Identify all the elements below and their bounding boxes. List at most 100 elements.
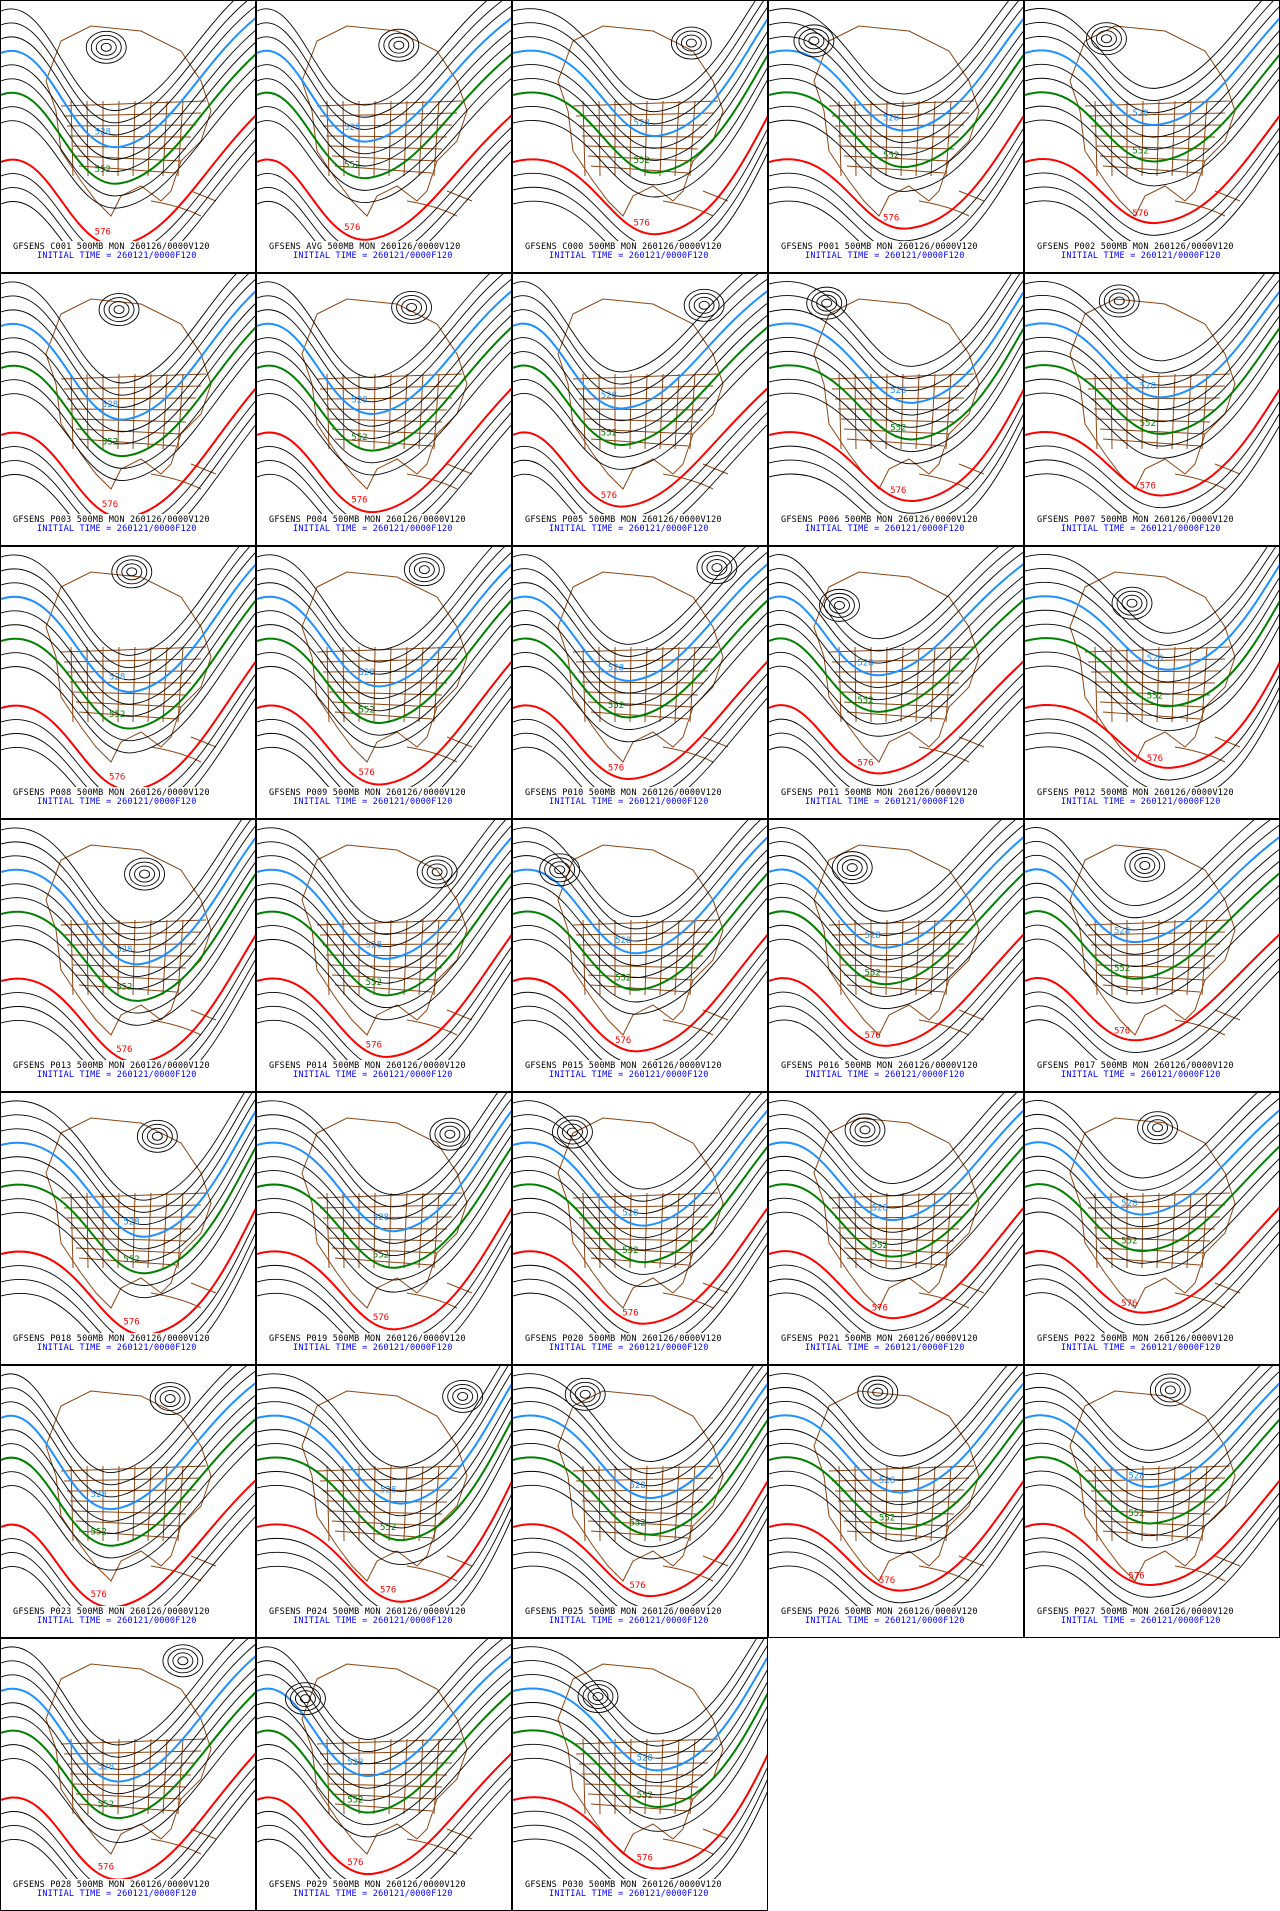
map-panel: 528 552 576 GFSENS P029 500MB MON 260126/00… [256,1638,512,1911]
height-contour [257,612,511,736]
height-contour [257,861,511,984]
closed-low-contour [1124,849,1166,882]
height-contour [1025,316,1279,422]
closed-low-contour [819,588,860,622]
contour-528 [1025,290,1279,399]
height-contour [1,6,255,136]
height-contour [1,1431,255,1559]
closed-low-contour [452,1387,474,1405]
panel-title: GFSENS P023 500MB MON 260126/0000V120 [13,1607,210,1617]
height-contour [513,697,767,787]
height-contour [1025,78,1279,187]
height-contour [513,885,767,1003]
height-contour [769,152,1023,241]
contour-576 [1025,115,1279,224]
closed-low-contour [849,1117,881,1143]
contour-552-label: 552 [1121,1237,1137,1247]
closed-low-contour [90,34,122,60]
height-contour [769,673,1023,786]
contour-576-label: 576 [344,223,360,233]
height-contour [513,588,767,706]
height-contour [1025,274,1265,361]
closed-low-contour [831,851,873,885]
closed-low-contour [421,859,453,885]
height-contour [1025,1219,1279,1326]
map-panel: 528 552 576 GFSENS P005 500MB MON 260126/00… [512,273,768,546]
height-contour [1025,1431,1279,1536]
contour-576 [1,387,255,514]
height-contour [257,1093,498,1195]
height-contour [513,1639,765,1747]
panel-title: GFSENS P007 500MB MON 260126/0000V120 [1037,515,1234,525]
height-contour [513,1371,767,1487]
initial-time-label: INITIAL TIME = 260121/0000F120 [549,251,709,261]
height-contour [1,424,255,514]
contour-528-label: 528 [865,931,881,941]
height-contour [769,1098,1023,1209]
contour-576 [769,933,1023,1047]
height-contour [1,1099,255,1225]
map-panel: 528 552 576 GFSENS P030 500MB MON 260126/00… [512,1638,768,1911]
contour-576-label: 576 [91,1590,107,1600]
height-contour [1025,687,1279,787]
height-contour [513,153,767,241]
map-panel: 528 552 576 GFSENS C000 500MB MON 260126/00… [512,0,768,273]
map-panel: 528 552 576 GFSENS P009 500MB MON 260126/00… [256,546,512,819]
contour-528 [1,563,255,693]
contour-528-label: 528 [1121,1199,1137,1209]
north-america-map [813,571,985,763]
closed-low-contour [413,561,435,579]
height-contour [1025,1093,1272,1191]
contour-552-label: 552 [1140,419,1156,429]
height-contour [769,1493,1023,1604]
height-contour [1,820,252,941]
closed-low-contour [418,565,430,575]
closed-low-contour [164,1394,176,1404]
contour-576 [257,1480,511,1603]
contour-528-label: 528 [380,1485,396,1495]
height-contour [1025,577,1279,683]
panel-title: GFSENS P006 500MB MON 260126/0000V120 [781,515,978,525]
contour-552 [513,1692,767,1808]
height-contour [769,128,1023,241]
contour-552-label: 552 [615,973,631,983]
map-panel: 528 552 576 GFSENS P007 500MB MON 260126/00… [1024,273,1280,546]
height-contour [769,897,1023,1009]
contour-528 [513,563,767,682]
closed-low-contour [100,42,112,52]
height-contour [257,897,511,1020]
closed-low-contour [172,1652,194,1670]
panel-title: GFSENS C001 500MB MON 260126/0000V120 [13,242,210,252]
contour-576 [257,387,511,513]
initial-time-label: INITIAL TIME = 260121/0000F120 [549,1616,709,1626]
contour-576-label: 576 [109,772,125,782]
height-contour [769,970,1023,1060]
contour-528 [257,17,511,143]
closed-low-contour [841,859,863,877]
contour-552-label: 552 [358,705,374,715]
height-contour [513,552,767,669]
map-panel: 528 552 576 GFSENS C001 500MB MON 260126/00… [0,0,256,273]
contour-576 [769,1480,1023,1592]
height-contour-map: 528 552 576 [1025,1093,1279,1333]
contour-576-label: 576 [380,1585,396,1595]
height-contour [513,673,767,787]
initial-time-label: INITIAL TIME = 260121/0000F120 [293,1616,453,1626]
closed-low-contour [1096,30,1117,48]
height-contour [257,673,511,787]
contour-552-label: 552 [1128,1509,1144,1519]
contour-528-label: 528 [1128,1472,1144,1482]
height-contour [513,1122,767,1239]
contour-528-label: 528 [95,128,111,138]
height-contour [1,1123,255,1250]
height-contour [769,576,1023,688]
height-contour [513,1366,754,1462]
height-contour [257,30,511,154]
contour-552 [1,1146,255,1275]
height-contour [513,1,756,100]
height-contour [513,861,767,978]
closed-low-contour [696,551,738,584]
north-america-map [813,1390,985,1582]
contour-576-label: 576 [347,1858,363,1868]
height-contour [257,685,511,787]
